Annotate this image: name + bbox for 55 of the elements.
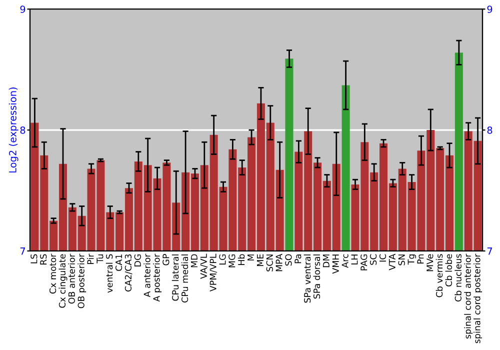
x-tick-label: MVe (426, 254, 434, 272)
x-tick-label: VA/VL (200, 254, 208, 279)
x-tick-label: Cb lobe (445, 254, 452, 286)
x-tick-label: DM (322, 254, 330, 268)
x-tick-label: MD (191, 254, 198, 268)
x-tick-label: SPa dorsal (313, 254, 320, 299)
x-tick-label: Cb nucleus (454, 254, 462, 302)
x-tick-label: Hb (238, 254, 245, 266)
x-tick-label: Tu (96, 254, 104, 264)
x-tick-label: ventral S (106, 254, 113, 293)
y-tick-label: 9 (20, 6, 26, 13)
x-tick-label: SN (398, 254, 405, 266)
x-tick-label: GP (162, 254, 170, 266)
x-tick-label: A anterior (144, 254, 150, 298)
y2-tick-label: 8 (487, 126, 492, 134)
y-tick-label: 7 (20, 248, 25, 255)
y-axis-title: Log2 (expression) (8, 88, 18, 172)
x-tick-label: VPM/VPL (210, 254, 218, 292)
x-tick-label: Cb vermis (436, 254, 443, 298)
x-tick-label: LG (219, 254, 226, 265)
x-tick-label: Pir (87, 254, 94, 264)
x-tick-label: CPu medial (181, 254, 188, 302)
x-tick-label: Tg (408, 254, 416, 265)
y2-tick-label: 9 (487, 6, 492, 13)
x-tick-label: SC (370, 254, 377, 265)
x-tick-label: SCN (266, 254, 273, 272)
x-tick-label: Arc (342, 254, 348, 268)
x-tick-label: VTA (388, 254, 396, 270)
x-tick-label: LH (351, 254, 358, 264)
x-tick-label: DG (134, 254, 141, 266)
x-tick-label: IC (379, 254, 386, 262)
x-tick-label: MPA (276, 254, 282, 272)
x-tick-label: ME (257, 254, 264, 266)
x-tick-label: Cx motor (49, 254, 56, 294)
x-tick-label: spinal cord posterior (474, 254, 482, 344)
x-tick-label: SO (285, 254, 292, 266)
x-tick-label: MG (228, 254, 236, 268)
x-tick-label: Pn (417, 254, 424, 264)
x-tick-label: CA2/CA3 (124, 254, 132, 292)
y2-tick-label: 7 (487, 248, 492, 255)
x-tick-label: M (248, 254, 254, 260)
x-tick-label: A posterior (153, 254, 162, 302)
x-tick-label: VMH (332, 254, 339, 274)
x-tick-label: OB posterior (78, 254, 86, 308)
x-tick-label: Cx cingulate (58, 254, 68, 308)
x-tick-label: PAG (360, 254, 368, 270)
x-tick-label: SPa ventral (304, 254, 311, 303)
x-tick-label: spinal cord anterior (464, 254, 473, 339)
y-tick-label: 8 (20, 126, 26, 134)
x-tick-label: OB anterior (68, 254, 75, 304)
x-tick-label: CA1 (115, 254, 122, 271)
x-tick-label: RS (40, 254, 47, 265)
x-tick-label: LS (30, 254, 38, 264)
x-tick-label: Pa (294, 254, 302, 264)
x-tick-label: CPu lateral (172, 254, 179, 301)
